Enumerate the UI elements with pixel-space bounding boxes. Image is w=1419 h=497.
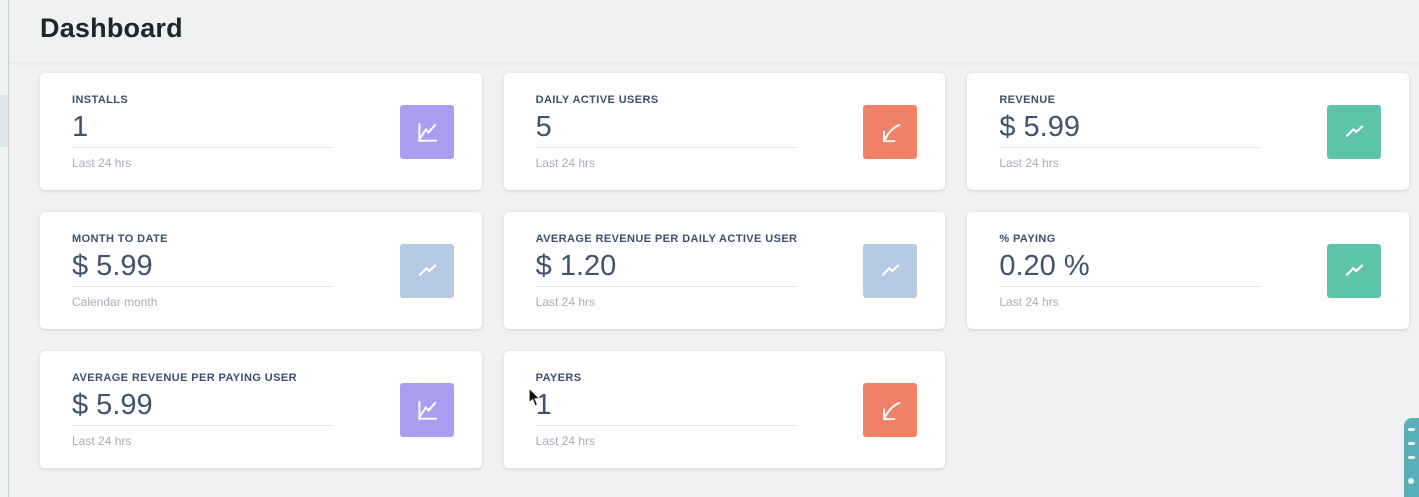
metric-body: PAYERS 1 Last 24 hrs <box>535 351 798 468</box>
sidebar-edge[interactable] <box>0 0 9 497</box>
metric-value: 0.20 % <box>999 249 1261 287</box>
metric-caption: Calendar month <box>72 295 158 309</box>
metric-value: $ 1.20 <box>535 249 797 287</box>
metric-label: % PAYING <box>999 233 1056 245</box>
metric-card: DAILY ACTIVE USERS 5 Last 24 hrs <box>503 73 946 190</box>
metric-label: PAYERS <box>535 372 582 384</box>
metrics-grid: INSTALLS 1 Last 24 hrs DAILY ACTIVE USERS 5 L… <box>40 73 1409 468</box>
chart-curve-icon <box>863 104 918 159</box>
sidebar-active-item-highlight <box>0 95 8 147</box>
header-shadow <box>9 62 1419 67</box>
metric-value: $ 5.99 <box>999 110 1261 148</box>
metric-caption: Last 24 hrs <box>72 434 132 448</box>
metric-body: AVERAGE REVENUE PER DAILY ACTIVE USER $ 1… <box>535 212 798 329</box>
chat-widget-icon <box>1408 478 1414 484</box>
metric-body: MONTH TO DATE $ 5.99 Calendar month <box>72 212 334 329</box>
metric-body: DAILY ACTIVE USERS 5 Last 24 hrs <box>535 73 798 190</box>
chat-widget-icon <box>1408 428 1415 431</box>
metric-caption: Last 24 hrs <box>535 434 596 448</box>
metric-body: REVENUE $ 5.99 Last 24 hrs <box>999 73 1261 190</box>
metric-body: AVERAGE REVENUE PER PAYING USER $ 5.99 Las… <box>72 351 334 468</box>
metric-card: MONTH TO DATE $ 5.99 Calendar month <box>40 212 482 329</box>
metric-value: $ 5.99 <box>72 249 333 287</box>
metric-label: AVERAGE REVENUE PER PAYING USER <box>72 372 297 384</box>
chat-widget-icon <box>1408 456 1415 459</box>
metric-caption: Last 24 hrs <box>999 295 1059 309</box>
metric-caption: Last 24 hrs <box>535 295 596 309</box>
metric-card: AVERAGE REVENUE PER PAYING USER $ 5.99 Las… <box>40 351 482 468</box>
metric-label: INSTALLS <box>72 94 129 106</box>
trend-zigzag-icon <box>1326 243 1381 298</box>
metric-caption: Last 24 hrs <box>72 156 132 170</box>
metric-card: INSTALLS 1 Last 24 hrs <box>40 73 482 190</box>
chart-curve-icon <box>863 382 918 437</box>
metric-value: 1 <box>72 110 333 148</box>
metric-card: REVENUE $ 5.99 Last 24 hrs <box>967 73 1409 190</box>
chart-line-icon <box>399 104 454 159</box>
chat-widget-icon <box>1408 442 1415 445</box>
metric-caption: Last 24 hrs <box>535 156 596 170</box>
trend-zigzag-icon <box>1326 104 1381 159</box>
metric-card: AVERAGE REVENUE PER DAILY ACTIVE USER $ 1… <box>503 212 946 329</box>
trend-zigzag-icon <box>863 243 918 298</box>
trend-zigzag-icon <box>399 243 454 298</box>
metric-label: AVERAGE REVENUE PER DAILY ACTIVE USER <box>535 233 798 245</box>
metric-card: PAYERS 1 Last 24 hrs <box>503 351 946 468</box>
metric-label: DAILY ACTIVE USERS <box>535 94 659 106</box>
metric-value: $ 5.99 <box>72 388 333 426</box>
chat-widget-tab[interactable] <box>1404 418 1419 497</box>
metric-body: INSTALLS 1 Last 24 hrs <box>72 73 334 190</box>
metric-body: % PAYING 0.20 % Last 24 hrs <box>999 212 1261 329</box>
metric-caption: Last 24 hrs <box>999 156 1059 170</box>
metric-value: 5 <box>535 110 797 148</box>
metric-card: % PAYING 0.20 % Last 24 hrs <box>967 212 1409 329</box>
chart-line-icon <box>399 382 454 437</box>
metric-label: REVENUE <box>999 94 1056 106</box>
metric-label: MONTH TO DATE <box>72 233 168 245</box>
page-title: Dashboard <box>40 13 183 43</box>
metric-value: 1 <box>535 388 797 426</box>
